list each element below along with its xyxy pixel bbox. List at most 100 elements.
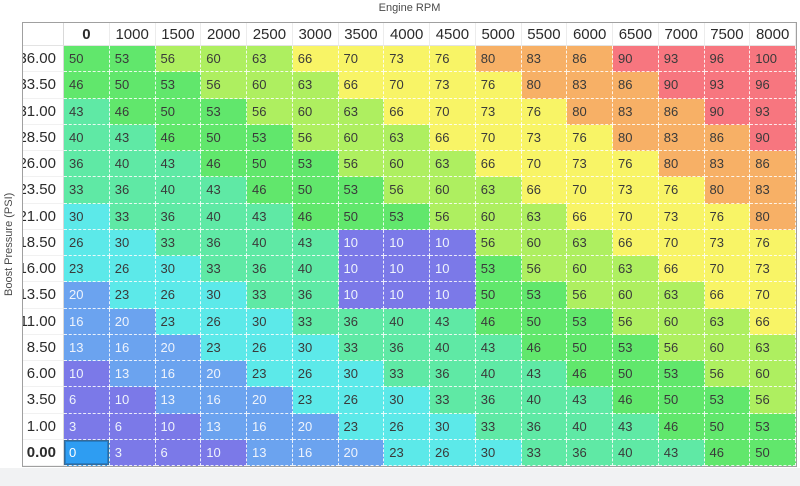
table-cell[interactable]: 20	[109, 308, 156, 335]
table-cell[interactable]: 90	[658, 72, 705, 99]
table-cell[interactable]: 13	[109, 361, 156, 388]
table-cell[interactable]: 30	[475, 439, 522, 466]
table-cell[interactable]: 70	[567, 177, 613, 204]
table-cell[interactable]: 36	[384, 334, 430, 361]
table-cell[interactable]: 40	[155, 177, 202, 204]
table-cell[interactable]: 56	[247, 98, 293, 125]
table-cell[interactable]: 20	[64, 282, 110, 309]
table-cell[interactable]: 60	[750, 361, 796, 388]
table-cell[interactable]: 33	[155, 229, 202, 256]
table-cell[interactable]: 60	[247, 72, 293, 99]
table-cell[interactable]: 66	[292, 46, 339, 73]
table-cell[interactable]: 36	[201, 229, 247, 256]
table-cell[interactable]: 83	[750, 177, 796, 204]
table-cell[interactable]: 53	[475, 256, 522, 283]
table-cell[interactable]: 66	[430, 124, 476, 151]
table-cell[interactable]: 56	[155, 46, 202, 73]
table-cell[interactable]: 16	[247, 413, 293, 440]
table-cell[interactable]: 23	[155, 308, 202, 335]
table-cell[interactable]: 60	[475, 203, 522, 230]
table-cell[interactable]: 70	[704, 256, 751, 283]
table-cell[interactable]: 100	[750, 46, 796, 73]
table-cell[interactable]: 36	[247, 256, 293, 283]
table-cell[interactable]: 96	[750, 72, 796, 99]
table-cell[interactable]: 36	[475, 387, 522, 414]
table-cell[interactable]: 53	[567, 308, 613, 335]
table-cell[interactable]: 53	[658, 361, 705, 388]
table-cell[interactable]: 46	[292, 203, 339, 230]
table-cell[interactable]: 23	[384, 439, 430, 466]
table-cell[interactable]: 33	[292, 308, 339, 335]
table-cell[interactable]: 10	[64, 361, 110, 388]
table-cell[interactable]: 10	[430, 282, 476, 309]
table-cell[interactable]: 63	[613, 256, 659, 283]
table-cell[interactable]: 46	[613, 387, 659, 414]
table-cell[interactable]: 86	[658, 98, 705, 125]
table-cell[interactable]: 33	[430, 387, 476, 414]
table-cell[interactable]: 46	[64, 72, 110, 99]
table-cell[interactable]: 53	[155, 72, 202, 99]
table-cell[interactable]: 16	[292, 439, 339, 466]
table-cell[interactable]: 80	[658, 151, 705, 178]
table-cell[interactable]: 56	[430, 203, 476, 230]
table-cell[interactable]: 3	[109, 439, 156, 466]
table-cell[interactable]: 50	[201, 124, 247, 151]
table-cell[interactable]: 63	[384, 124, 430, 151]
table-cell[interactable]: 76	[475, 72, 522, 99]
table-cell[interactable]: 40	[292, 256, 339, 283]
table-cell[interactable]: 40	[384, 308, 430, 335]
table-cell[interactable]: 10	[109, 387, 156, 414]
table-cell[interactable]: 66	[658, 256, 705, 283]
table-cell[interactable]: 90	[704, 98, 751, 125]
table-cell[interactable]: 50	[521, 308, 568, 335]
table-cell[interactable]: 86	[704, 124, 751, 151]
table-cell[interactable]: 60	[704, 334, 751, 361]
table-cell[interactable]: 40	[567, 413, 613, 440]
table-cell[interactable]: 70	[430, 98, 476, 125]
table-cell[interactable]: 10	[155, 413, 202, 440]
table-cell[interactable]: 93	[658, 46, 705, 73]
table-cell[interactable]: 66	[338, 72, 385, 99]
table-cell[interactable]: 26	[201, 308, 247, 335]
table-cell[interactable]: 43	[521, 361, 568, 388]
table-cell[interactable]: 46	[201, 151, 247, 178]
table-cell[interactable]: 86	[613, 72, 659, 99]
table-cell[interactable]: 63	[704, 308, 751, 335]
table-cell[interactable]: 10	[201, 439, 247, 466]
table-cell[interactable]: 56	[567, 282, 613, 309]
table-cell-selected[interactable]: 0	[64, 439, 110, 466]
table-cell[interactable]: 66	[475, 151, 522, 178]
table-cell[interactable]: 60	[521, 229, 568, 256]
table-cell[interactable]: 30	[64, 203, 110, 230]
table-cell[interactable]: 36	[521, 413, 568, 440]
table-cell[interactable]: 70	[338, 46, 385, 73]
table-cell[interactable]: 30	[430, 413, 476, 440]
table-cell[interactable]: 50	[338, 203, 385, 230]
table-cell[interactable]: 20	[292, 413, 339, 440]
table-cell[interactable]: 43	[109, 124, 156, 151]
table-cell[interactable]: 90	[750, 124, 796, 151]
table-cell[interactable]: 76	[658, 177, 705, 204]
table-cell[interactable]: 50	[567, 334, 613, 361]
table-cell[interactable]: 50	[292, 177, 339, 204]
table-cell[interactable]: 10	[338, 282, 385, 309]
table-cell[interactable]: 73	[521, 124, 568, 151]
table-cell[interactable]: 20	[201, 361, 247, 388]
table-cell[interactable]: 60	[201, 46, 247, 73]
table-cell[interactable]: 23	[201, 334, 247, 361]
table-cell[interactable]: 10	[384, 229, 430, 256]
table-cell[interactable]: 60	[384, 151, 430, 178]
table-cell[interactable]: 33	[109, 203, 156, 230]
table-cell[interactable]: 46	[109, 98, 156, 125]
table-cell[interactable]: 10	[338, 256, 385, 283]
table-cell[interactable]: 30	[109, 229, 156, 256]
table-cell[interactable]: 63	[475, 177, 522, 204]
table-cell[interactable]: 43	[475, 334, 522, 361]
table-cell[interactable]: 43	[567, 387, 613, 414]
table-cell[interactable]: 33	[384, 361, 430, 388]
table-cell[interactable]: 86	[567, 46, 613, 73]
table-cell[interactable]: 60	[292, 98, 339, 125]
table-cell[interactable]: 40	[475, 361, 522, 388]
table-cell[interactable]: 13	[247, 439, 293, 466]
table-cell[interactable]: 63	[292, 72, 339, 99]
